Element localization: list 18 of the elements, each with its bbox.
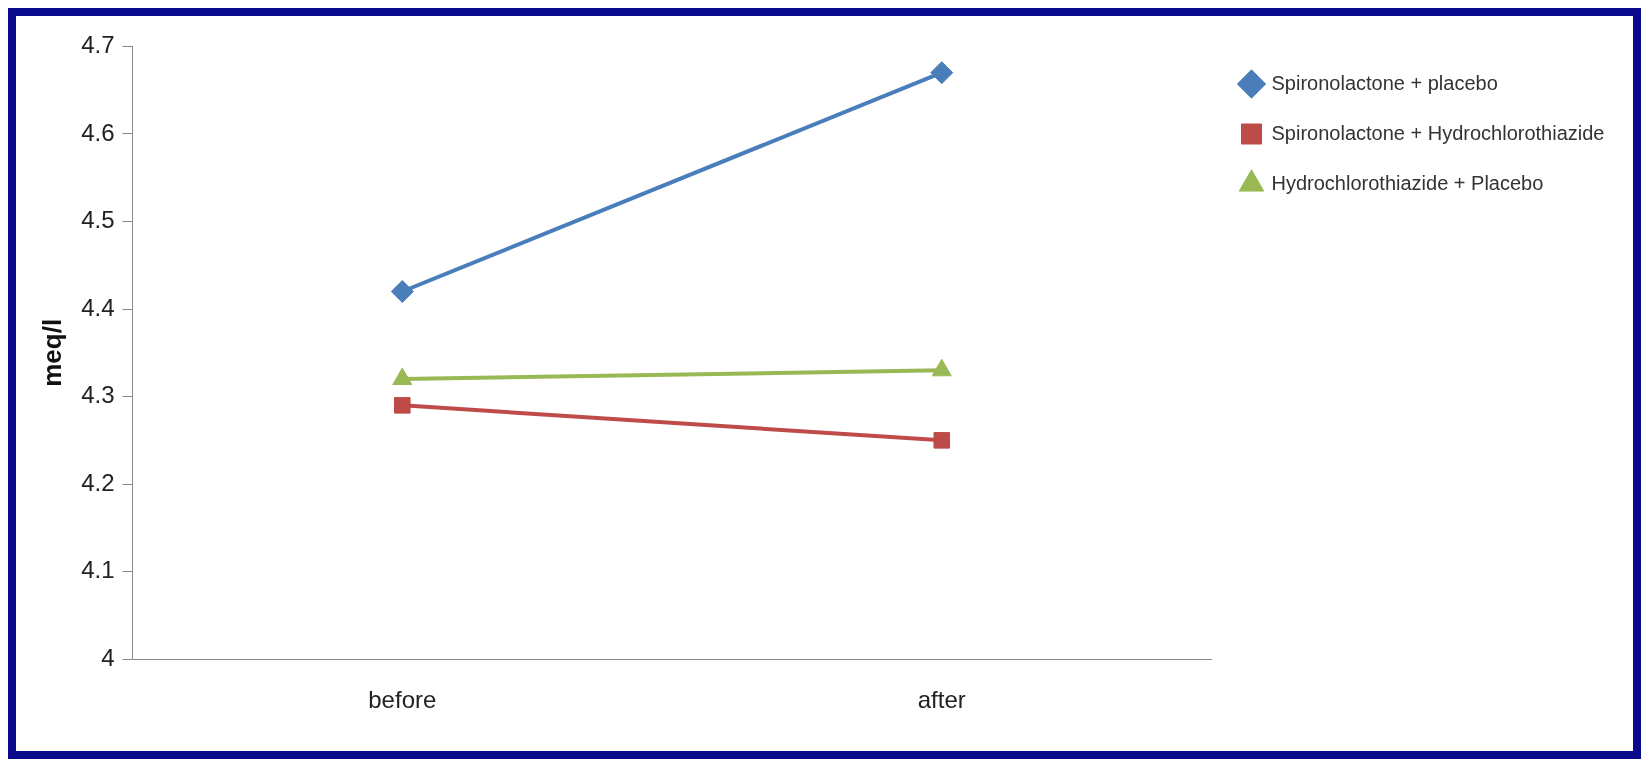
x-tick-label: before bbox=[368, 686, 437, 714]
y-tick-label: 4 bbox=[101, 643, 115, 671]
legend-label: Spironolactone + placebo bbox=[1271, 71, 1498, 94]
y-axis-title: meq/l bbox=[36, 318, 67, 387]
y-tick-label: 4.3 bbox=[81, 381, 115, 409]
y-tick-label: 4.5 bbox=[81, 206, 115, 234]
y-tick-label: 4.4 bbox=[81, 293, 115, 321]
point bbox=[390, 280, 414, 304]
legend-label: Spironolactone + Hydrochlorothiazide bbox=[1271, 121, 1605, 144]
point bbox=[930, 61, 954, 85]
x-tick-label: after bbox=[917, 686, 966, 714]
y-tick-label: 4.6 bbox=[81, 118, 115, 146]
y-tick-label: 4.7 bbox=[81, 31, 115, 59]
point bbox=[394, 397, 411, 414]
y-tick-label: 4.1 bbox=[81, 556, 115, 584]
legend-label: Hydrochlorothiazide + Placebo bbox=[1271, 171, 1544, 194]
point bbox=[933, 432, 951, 449]
y-tick-label: 4.2 bbox=[81, 468, 115, 496]
